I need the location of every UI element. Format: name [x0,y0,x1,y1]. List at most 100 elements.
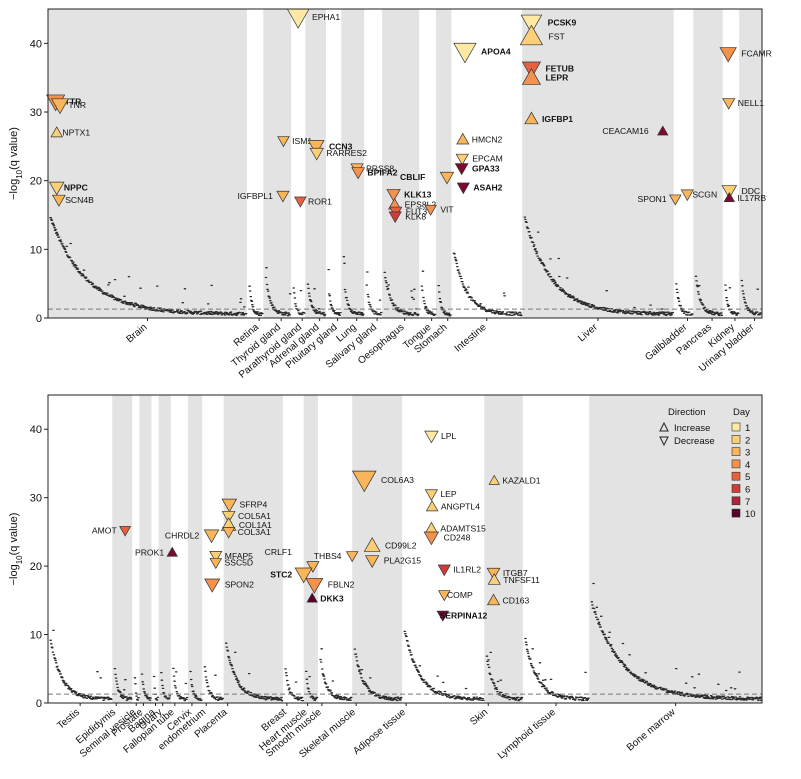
point-chrdl2 [203,529,220,544]
point-pcsk9 [520,14,543,34]
legend-day-label-2: 2 [745,435,750,446]
background-point-cloud [49,216,763,317]
point-label-prok1: PROK1 [135,547,164,557]
point-label-spon1: SPON1 [637,194,666,204]
point-lep [424,489,439,501]
point-label-sfrp4: SFRP4 [240,500,268,510]
point-label-nptx1: NPTX1 [62,128,90,138]
bottom-axes-frame [47,394,763,704]
point-spon2 [204,578,221,593]
point-label-asah2: ASAH2 [473,183,502,193]
point-spon1 [669,194,682,206]
point-rarres2 [309,147,324,161]
legend-day-swatch-7 [731,496,741,506]
point-label-dkk3: DKK3 [320,593,344,603]
legend-day-title: Day [733,407,750,418]
tissue-band-adrenal-gland [305,9,326,318]
point-vit [424,204,437,216]
point-prok1 [166,546,178,557]
point-fbln2 [305,577,324,594]
legend-day-label-3: 3 [745,448,750,459]
y-tick-label-30: 30 [30,107,42,119]
point-label-crlf1: CRLF1 [265,547,292,557]
point-label-serpina12: SERPINA12 [440,610,488,620]
legend-day-swatch-2 [731,434,741,444]
point-label-hmcn2: HMCN2 [472,134,503,144]
point-kazald1 [488,474,500,485]
point-label-ror1: ROR1 [308,196,332,206]
point-label-adamts15: ADAMTS15 [440,523,486,533]
point-label-bpifa2: BPIFA2 [367,167,397,177]
point-label-mfap5: MFAP5 [225,551,253,561]
legend-day-label-5: 5 [745,472,750,483]
point-label-scgn: SCGN [692,189,717,199]
point-thbs4 [345,551,359,563]
tissue-band-ovary [158,395,171,703]
point-fcamr [719,47,737,63]
point-igfbp1 [524,111,539,125]
point-label-igfbpl1: IGFBPL1 [238,191,274,201]
point-ccn3 [307,140,325,155]
point-label-cd99l2: CD99L2 [385,541,417,551]
point-label-ddc: DDC [741,186,760,196]
tissue-band-bone-marrow [589,395,762,703]
legend-direction-title: Direction [668,407,706,418]
point-nppc [48,181,65,196]
legend-day-swatch-5 [731,471,741,481]
legend-day-label-10: 10 [745,509,756,520]
point-apoa4 [453,42,477,64]
legend-increase-label: Increase [674,423,710,434]
point-label-klk13: KLK13 [404,189,431,199]
point-label-lpl: LPL [441,431,457,441]
legend-decrease-icon [659,436,669,447]
point-label-tnr: TNR [68,100,86,110]
point-label-prss8: PRSS8 [366,163,394,173]
point-amot [119,526,132,537]
point-il17rb [723,192,736,203]
point-label-il17rb: IL17RB [737,193,766,203]
point-label-tnfsf11: TNFSF11 [503,575,540,585]
point-hmcn2 [456,132,470,145]
tissue-band-stomach [436,9,452,318]
point-label-thbs4: THBS4 [314,551,342,561]
legend-day-label-4: 4 [745,460,750,471]
y-tick-label-40: 40 [30,38,42,50]
point-nell1 [722,98,736,110]
top-tissue-shading [48,9,762,318]
tissue-band-pancreas [693,9,723,318]
tissue-band-urinary-bladder [739,9,762,318]
point-label-nell1: NELL1 [738,98,764,108]
point-dkk3 [306,592,318,603]
point-label-ssc5d: SSC5D [224,558,253,568]
y-tick-label-20: 20 [30,176,42,188]
point-label-vit: VIT [440,205,454,215]
tissue-label-lymphoid-tissue: Lymphoid tissue [496,707,558,762]
point-scn4b [51,194,66,207]
point-col5a1 [221,511,236,524]
point-ddc [721,185,738,199]
tissue-band-placenta [223,395,283,703]
legend-day-label-6: 6 [745,485,750,496]
point-lpl [424,430,439,444]
point-label-nppc: NPPC [64,183,88,193]
point-lepr [521,67,542,85]
point-label-comp: COMP [447,590,473,600]
point-label-cd163: CD163 [503,595,530,605]
legend-day-swatch-4 [731,459,741,469]
legend-day-label-1: 1 [745,423,750,434]
point-label-amot: AMOT [92,526,118,536]
legend-day-swatch-3 [731,447,741,456]
point-scgn [680,189,694,202]
point-tnfsf11 [487,573,501,585]
point-comp [437,590,451,602]
point-label-cd248: CD248 [444,532,471,542]
point-label-fst: FST [549,31,566,41]
point-igfbpl1 [276,190,290,203]
point-label-lep: LEP [440,489,457,499]
y-tick-label-30: 30 [30,493,42,505]
tissue-band-heart-muscle [303,395,318,703]
point-label-col1a1: COL1A1 [239,520,272,530]
